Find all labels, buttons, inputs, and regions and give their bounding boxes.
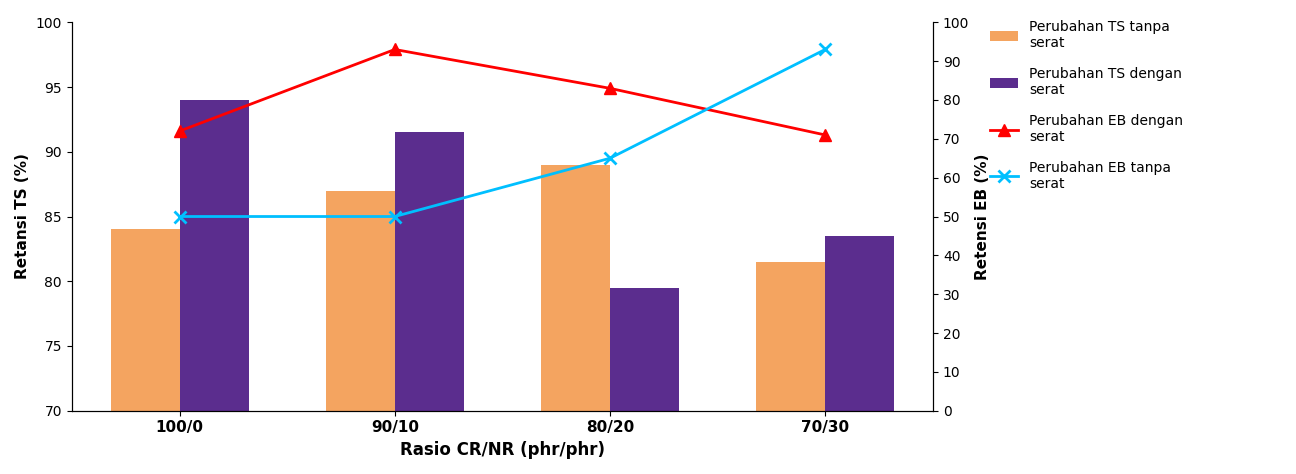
Perubahan EB tanpa
serat [603,155,618,161]
Y-axis label: Retansi TS (%): Retansi TS (%) [16,154,30,280]
X-axis label: Rasio CR/NR (phr/phr): Rasio CR/NR (phr/phr) [400,441,605,459]
Bar [826,236,894,474]
Perubahan EB tanpa
serat [818,46,833,52]
Perubahan EB dengan
serat [388,46,403,52]
Bar [327,191,395,474]
Bar [180,100,249,474]
Legend: Perubahan TS tanpa
serat, Perubahan TS dengan
serat, Perubahan EB dengan
serat, : Perubahan TS tanpa serat, Perubahan TS d… [985,15,1188,196]
Perubahan EB dengan
serat [603,85,618,91]
Bar [395,132,464,474]
Perubahan EB dengan
serat [818,132,833,138]
Bar [111,229,180,474]
Bar [757,262,826,474]
Y-axis label: Retensi EB (%): Retensi EB (%) [975,153,990,280]
Bar [610,288,679,474]
Perubahan EB tanpa
serat [388,214,403,219]
Bar [542,165,610,474]
Line: Perubahan EB dengan
serat: Perubahan EB dengan serat [174,44,831,140]
Perubahan EB dengan
serat [172,128,188,134]
Perubahan EB tanpa
serat [172,214,188,219]
Line: Perubahan EB tanpa
serat: Perubahan EB tanpa serat [174,43,831,223]
